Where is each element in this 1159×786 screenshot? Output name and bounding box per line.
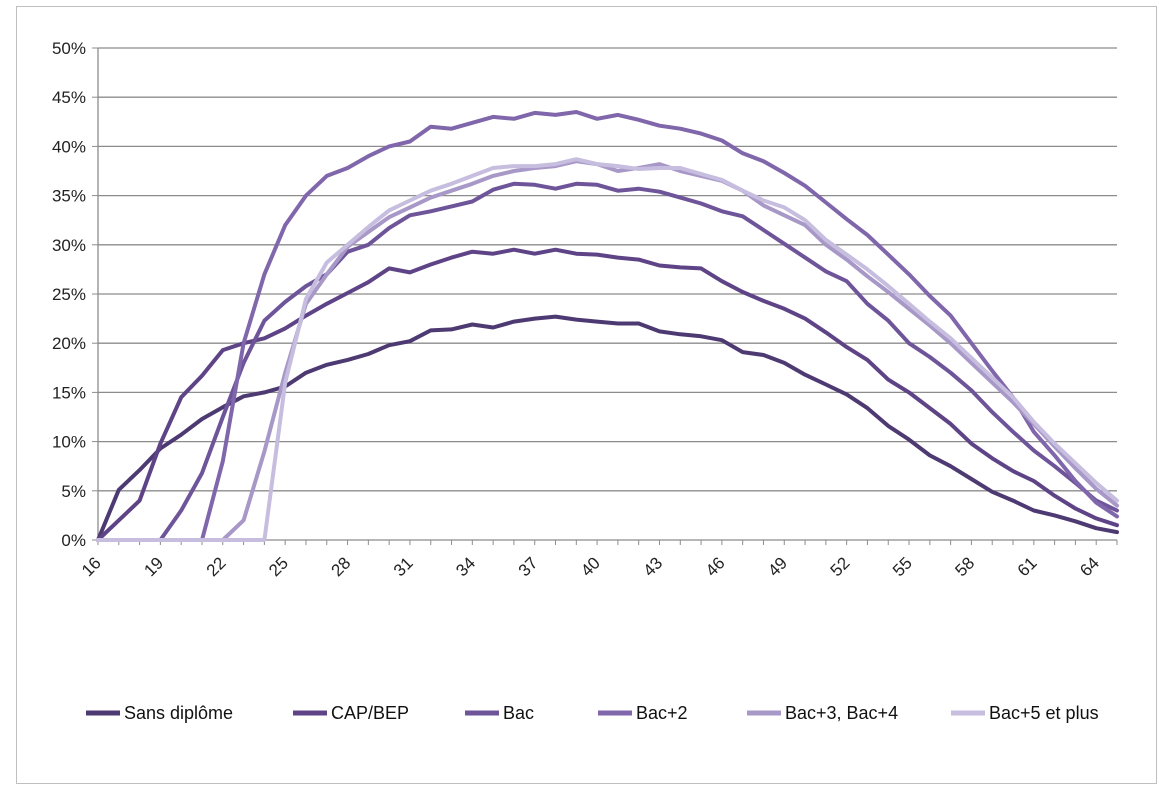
x-tick-label: 22 [203,553,230,580]
x-tick-label: 37 [515,553,542,580]
x-tick-label: 34 [452,553,479,580]
y-tick-label: 30% [52,236,86,255]
y-tick-label: 20% [52,334,86,353]
series-line [96,247,1119,542]
y-tick-labels: 0% 5% 10% 15% 20% 25% 30% 35% 40% 45% 50% [52,39,86,550]
y-tick-label: 15% [52,383,86,402]
x-tick-label: 64 [1076,553,1103,580]
y-tick-label: 35% [52,187,86,206]
series-line [96,110,1119,542]
x-tick-label: 43 [640,553,667,580]
x-tick-label: 61 [1014,553,1041,580]
series-line [96,314,1119,542]
x-tick-label: 49 [764,553,791,580]
x-tick-label: 46 [702,553,729,580]
y-tick-label: 0% [61,531,86,550]
y-tick-label: 10% [52,433,86,452]
legend: Sans diplôme CAP/BEP Bac Bac+2 Bac+3, Bac+4 B… [86,703,1099,723]
series-line [96,159,1119,542]
x-tick-label: 25 [265,553,292,580]
legend-label: Sans diplôme [124,703,233,723]
legend-label: Bac+3, Bac+4 [785,703,898,723]
x-tick-label: 16 [78,553,105,580]
x-tick-label: 19 [140,553,167,580]
y-tick-label: 40% [52,137,86,156]
gridlines [98,47,1117,492]
x-tick-label: 31 [390,553,417,580]
x-tick-label: 28 [328,553,355,580]
series-lines [96,110,1119,542]
y-tick-label: 45% [52,88,86,107]
axes [92,47,1118,545]
series-line [96,181,1119,542]
series-line [96,157,1119,542]
chart-frame [16,6,1157,784]
x-tick-label: 40 [577,553,604,580]
x-tick-label: 58 [951,553,978,580]
legend-label: Bac+5 et plus [989,703,1099,723]
x-tick-labels: 16 19 22 25 28 31 34 37 40 43 46 49 52 55 58 61 64 [78,553,1103,580]
legend-label: Bac [503,703,534,723]
y-tick-label: 25% [52,285,86,304]
legend-label: Bac+2 [636,703,688,723]
y-tick-label: 5% [61,482,86,501]
legend-label: CAP/BEP [331,703,409,723]
x-tick-label: 55 [889,553,916,580]
x-tick-label: 52 [827,553,854,580]
y-tick-label: 50% [52,39,86,58]
